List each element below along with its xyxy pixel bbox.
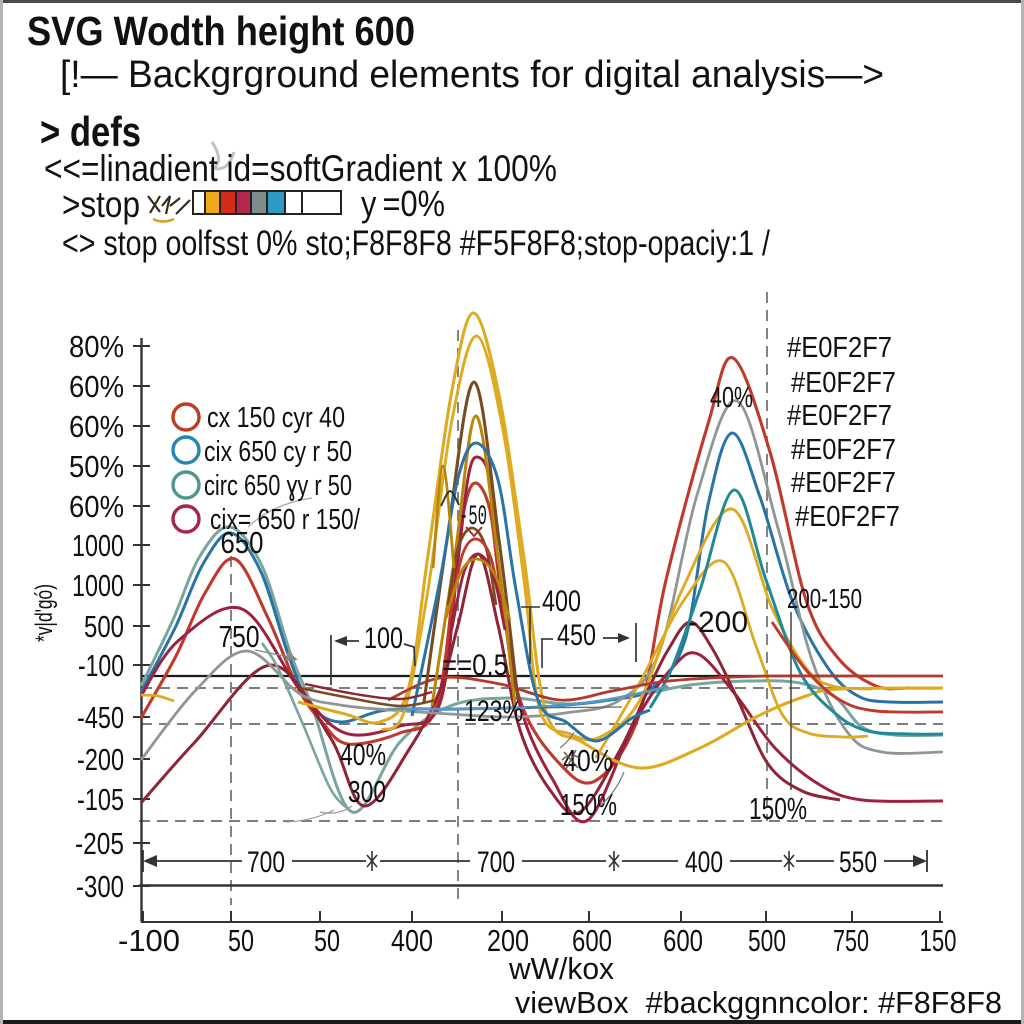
- svg-text:#E0F2F7: #E0F2F7: [791, 367, 896, 399]
- svg-text:200-150: 200-150: [787, 583, 862, 614]
- svg-text:100: 100: [364, 622, 403, 655]
- svg-text:-100: -100: [118, 923, 180, 958]
- svg-text:-50: -50: [459, 502, 487, 533]
- svg-text:viewBox #backggnncolor: #F8F8: viewBox #backggnncolor: #F8F8F8: [515, 985, 1002, 1020]
- svg-text:600: 600: [663, 923, 703, 958]
- svg-text:60%: 60%: [69, 489, 124, 524]
- svg-text:<<=linadient id=softGradient x: <<=linadient id=softGradient x 100%: [44, 148, 557, 189]
- svg-text:750: 750: [833, 923, 869, 958]
- svg-text:#E0F2F7: #E0F2F7: [791, 434, 896, 466]
- svg-text:cix= 650 r 150/: cix= 650 r 150/: [210, 504, 361, 536]
- svg-text:wW/kox: wW/kox: [508, 951, 614, 986]
- svg-text:123%: 123%: [464, 695, 523, 728]
- svg-text:-200: -200: [688, 606, 748, 639]
- svg-text:50%: 50%: [69, 449, 124, 484]
- svg-text:y =0%: y =0%: [361, 183, 445, 224]
- svg-text:750: 750: [219, 619, 260, 654]
- svg-text:450: 450: [557, 619, 596, 652]
- svg-text:-200: -200: [77, 742, 124, 777]
- svg-text:500: 500: [84, 609, 124, 644]
- svg-text:500: 500: [748, 923, 786, 958]
- svg-text:600: 600: [572, 923, 612, 958]
- svg-text:400: 400: [685, 846, 723, 879]
- svg-text:400: 400: [391, 923, 433, 958]
- svg-text:#E0F2F7: #E0F2F7: [791, 467, 896, 499]
- svg-text:150: 150: [920, 923, 957, 958]
- svg-text:60%: 60%: [69, 409, 124, 444]
- svg-text:1000: 1000: [72, 568, 124, 603]
- svg-text:150%: 150%: [749, 791, 807, 826]
- svg-text:60%: 60%: [69, 369, 124, 404]
- svg-text:50: 50: [314, 923, 340, 958]
- svg-text:#E0F2F7: #E0F2F7: [787, 332, 892, 364]
- svg-text:circ 650 ɣy r 50: circ 650 ɣy r 50: [204, 470, 352, 502]
- svg-text:-105: -105: [77, 782, 124, 817]
- svg-text:-100: -100: [78, 648, 124, 683]
- svg-text:200: 200: [487, 923, 529, 958]
- svg-text:cix 650 cy r 50: cix 650 cy r 50: [204, 436, 352, 468]
- svg-text:#E0F2F7: #E0F2F7: [795, 501, 900, 533]
- svg-text:-205: -205: [75, 826, 124, 861]
- svg-text:cx 150 cyr 40: cx 150 cyr 40: [207, 402, 345, 434]
- svg-text:==0.5: ==0.5: [442, 649, 508, 682]
- svg-text:650: 650: [221, 525, 264, 560]
- svg-text:#E0F2F7: #E0F2F7: [787, 400, 892, 432]
- svg-text:>stop: >stop: [62, 184, 140, 225]
- svg-text:300: 300: [348, 774, 386, 809]
- svg-text:80%: 80%: [69, 329, 124, 364]
- svg-text:400: 400: [542, 585, 581, 618]
- svg-text:-450: -450: [77, 700, 124, 735]
- svg-text:<> stop oolfsst 0% sto;F8F8F8: <> stop oolfsst 0% sto;F8F8F8 #F5F8F8;st…: [62, 224, 770, 263]
- svg-text:-300: -300: [76, 869, 124, 904]
- svg-text:40%: 40%: [710, 382, 753, 414]
- svg-text:50: 50: [228, 923, 254, 958]
- svg-text:550: 550: [839, 846, 877, 879]
- svg-text:> defs: > defs: [40, 108, 141, 155]
- svg-text:700: 700: [247, 846, 285, 879]
- svg-text:1000: 1000: [72, 528, 124, 563]
- svg-text:700: 700: [477, 846, 515, 879]
- svg-text:SVG Wodth height 600: SVG Wodth height 600: [27, 8, 415, 54]
- svg-text:150%: 150%: [560, 787, 617, 822]
- svg-text:[!— Backgrground elements for: [!— Backgrground elements for digital an…: [60, 54, 884, 96]
- svg-text:*v|d'gó): *v|d'gó): [31, 584, 58, 642]
- svg-text:40%: 40%: [340, 737, 386, 772]
